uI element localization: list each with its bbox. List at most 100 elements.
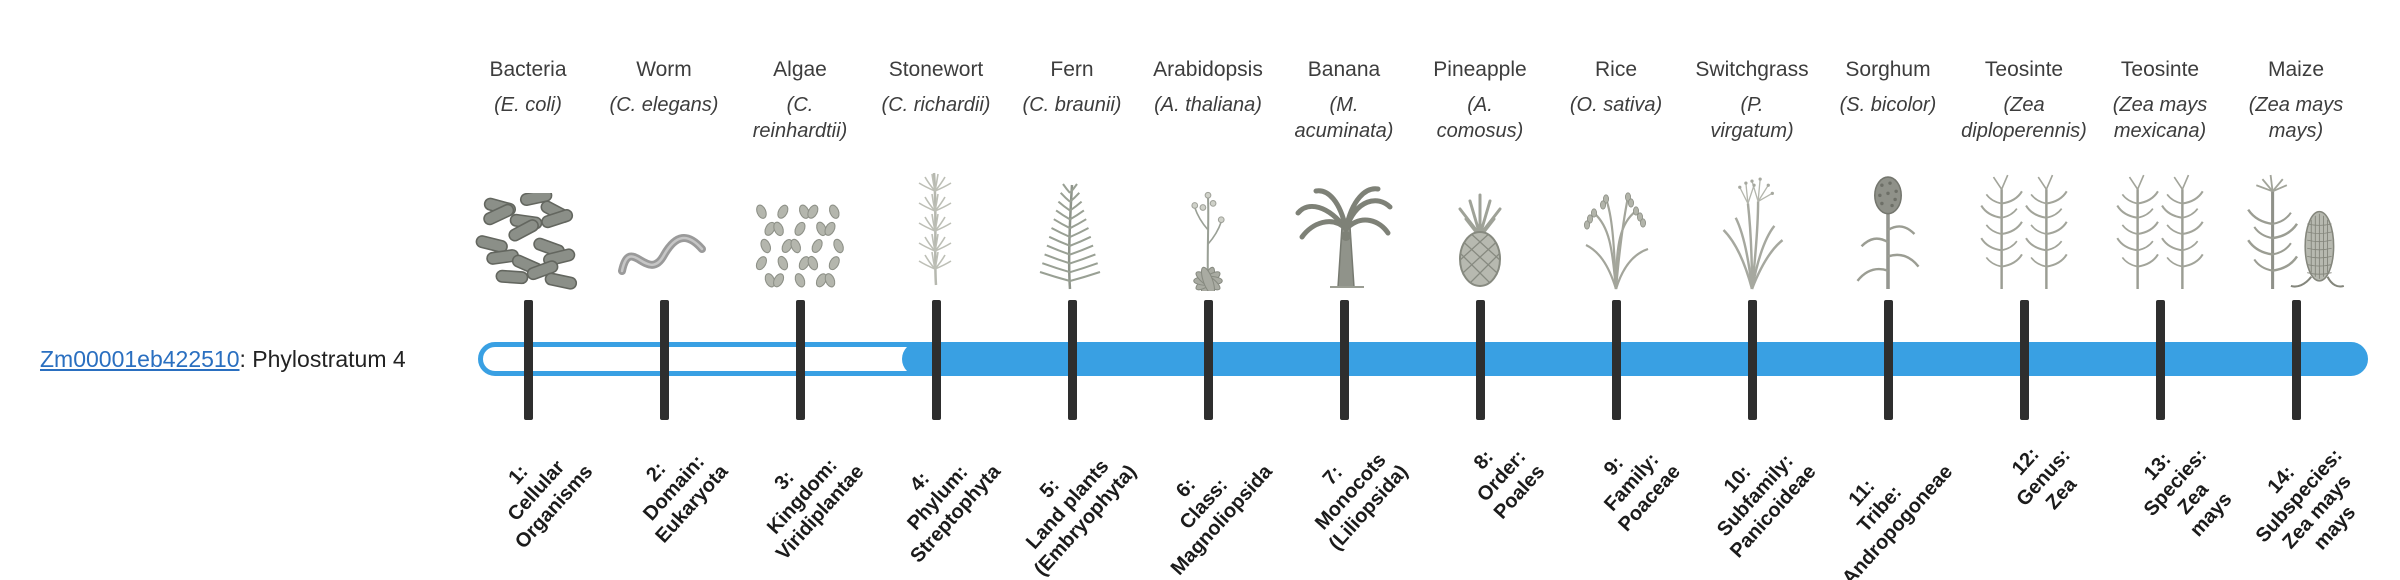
- pineapple-icon: [1443, 179, 1517, 296]
- organism-scientific-name: (P. virgatum): [1710, 94, 1794, 142]
- organism-common-name: Pineapple: [1433, 58, 1527, 81]
- organism-illustration: [1269, 164, 1419, 296]
- organism-scientific-name: (Zea diploperennis): [1961, 94, 2087, 142]
- gene-phylostratum-text: : Phylostratum 4: [239, 346, 406, 372]
- organism-common-name: Teosinte: [1984, 58, 2064, 81]
- timeline-bar-fill: [902, 342, 2364, 376]
- phylostratum-tick: [1067, 300, 1077, 420]
- organism-illustration: [1677, 164, 1827, 296]
- phylostratum-label: 8: Order: Poales: [1469, 445, 1549, 524]
- phylostratum-tick: [1475, 300, 1485, 420]
- switchgrass-icon: [1705, 173, 1799, 296]
- organism-scientific-name: (C. richardii): [881, 94, 991, 116]
- organism-illustration: [2221, 164, 2371, 296]
- organism-common-name: Stonewort: [888, 58, 984, 81]
- organism-illustration: [1133, 164, 1283, 296]
- phylostratum-label: 3: Kingdom: Viridiplantae: [763, 454, 869, 565]
- organism-illustration: [725, 164, 875, 296]
- organism-common-name: Maize: [2267, 58, 2325, 81]
- organism-scientific-name: (Zea mays mexicana): [2112, 94, 2208, 142]
- organism-scientific-name: (C. elegans): [609, 94, 719, 116]
- organism-illustration: [861, 164, 1011, 296]
- organism-common-name: Algae: [773, 58, 827, 81]
- phylostratum-label: 9: Family: Poaceae: [1599, 448, 1685, 536]
- organism-column: Arabidopsis (A. thaliana) 6: Class: Magn…: [1133, 0, 1283, 580]
- organism-illustration: [453, 164, 603, 296]
- organism-scientific-name: (M. acuminata): [1294, 94, 1394, 142]
- organism-scientific-name: (E. coli): [494, 94, 562, 116]
- phylostratum-tick: [523, 300, 533, 420]
- phylostratum-label: 12: Genus: Zea: [2008, 443, 2082, 514]
- phylostratum-tick: [1611, 300, 1621, 420]
- teosinte-icon: [2107, 173, 2213, 296]
- organism-common-name: Teosinte: [2120, 58, 2200, 81]
- organism-common-name: Bacteria: [489, 58, 567, 81]
- organism-scientific-name: (Zea mays mays): [2248, 94, 2344, 142]
- phylostratum-tick: [1203, 300, 1213, 420]
- phylostratum-tick: [1747, 300, 1757, 420]
- organism-column: Sorghum (S. bicolor) 11: Tribe: Andropog…: [1813, 0, 1963, 580]
- fern-icon: [1024, 177, 1120, 296]
- organism-column: Bacteria (E. coli) 1: Cellular Organisms: [453, 0, 603, 580]
- phylostratum-tick: [659, 300, 669, 420]
- organism-column: Worm (C. elegans) 2: Domain: Eukaryota: [589, 0, 739, 580]
- arabidopsis-icon: [1172, 181, 1244, 296]
- organism-column: Pineapple (A. comosus) 8: Order: Poales: [1405, 0, 1555, 580]
- phylostratum-label: 14: Subspecies: Zea mays mays: [2251, 444, 2361, 555]
- organism-scientific-name: (C. braunii): [1022, 94, 1122, 116]
- gene-id-link[interactable]: Zm00001eb422510: [40, 346, 240, 372]
- organism-scientific-name: (O. sativa): [1569, 94, 1663, 116]
- organism-scientific-name: (A. comosus): [1436, 94, 1524, 142]
- maize-icon: [2240, 173, 2352, 296]
- organism-column: Stonewort (C. richardii) 4: Phylum: Stre…: [861, 0, 1011, 580]
- bacteria-icon: [475, 188, 581, 296]
- sorghum-icon: [1845, 173, 1931, 296]
- phylostratum-label: 4: Phylum: Streptophyta: [902, 460, 1005, 568]
- phylostratum-tick: [2291, 300, 2301, 420]
- organism-common-name: Fern: [1050, 58, 1094, 81]
- organism-common-name: Switchgrass: [1695, 58, 1809, 81]
- rice-icon: [1569, 179, 1663, 296]
- organism-illustration: [997, 164, 1147, 296]
- organism-illustration: [589, 164, 739, 296]
- organism-illustration: [1405, 164, 1555, 296]
- phylostratum-tick: [1339, 300, 1349, 420]
- banana-icon: [1292, 179, 1396, 296]
- organism-common-name: Arabidopsis: [1153, 58, 1263, 81]
- organism-column: Rice (O. sativa) 9: Family: Poaceae: [1541, 0, 1691, 580]
- phylostratum-label: 7: Monocots (Liliopsida): [1311, 449, 1413, 555]
- phylostratum-tick: [795, 300, 805, 420]
- organism-column: Algae (C. reinhardtii) 3: Kingdom: Virid…: [725, 0, 875, 580]
- organism-column: Teosinte (Zea diploperennis) 12: Genus: …: [1949, 0, 2099, 580]
- worm-icon: [614, 217, 714, 296]
- organism-column: Fern (C. braunii) 5: Land plants (Embryo…: [997, 0, 1147, 580]
- algae-icon: [753, 201, 847, 296]
- gene-label: Zm00001eb422510: Phylostratum 4: [40, 346, 406, 373]
- organism-common-name: Rice: [1594, 58, 1637, 81]
- phylostratum-tick: [2019, 300, 2029, 420]
- organism-common-name: Worm: [636, 58, 692, 81]
- organism-scientific-name: (C. reinhardtii): [752, 94, 848, 142]
- phylostratum-label: 2: Domain: Eukaryota: [639, 450, 733, 548]
- organism-illustration: [1541, 164, 1691, 296]
- organism-scientific-name: (S. bicolor): [1839, 94, 1937, 116]
- phylostratum-label: 6: Class: Magnoliopsida: [1166, 460, 1277, 580]
- organism-column: Teosinte (Zea mays mexicana) 13: Species…: [2085, 0, 2236, 580]
- organism-illustration: [1949, 164, 2099, 296]
- phylostratum-tick: [2155, 300, 2165, 420]
- phylostratum-tick: [1883, 300, 1893, 420]
- organism-illustration: [1813, 164, 1963, 296]
- phylostratum-tick: [931, 300, 941, 420]
- organism-column: Switchgrass (P. virgatum) 10: Subfamily:…: [1677, 0, 1827, 580]
- phylostratum-label: 1: Cellular Organisms: [503, 456, 597, 554]
- organism-column: Banana (M. acuminata) 7: Monocots (Lilio…: [1269, 0, 1419, 580]
- phylostratum-label: 11: Tribe: Andropogoneae: [1837, 460, 1957, 580]
- organism-common-name: Sorghum: [1845, 58, 1931, 81]
- organism-column: Maize (Zea mays mays) 14: Subspecies: Ze…: [2221, 0, 2371, 580]
- stonewort-icon: [897, 167, 975, 296]
- phylostratum-label: 5: Land plants (Embryophyta): [1021, 455, 1141, 580]
- organism-illustration: [2085, 164, 2235, 296]
- teosinte-icon: [1971, 173, 2077, 296]
- organism-common-name: Banana: [1307, 58, 1381, 81]
